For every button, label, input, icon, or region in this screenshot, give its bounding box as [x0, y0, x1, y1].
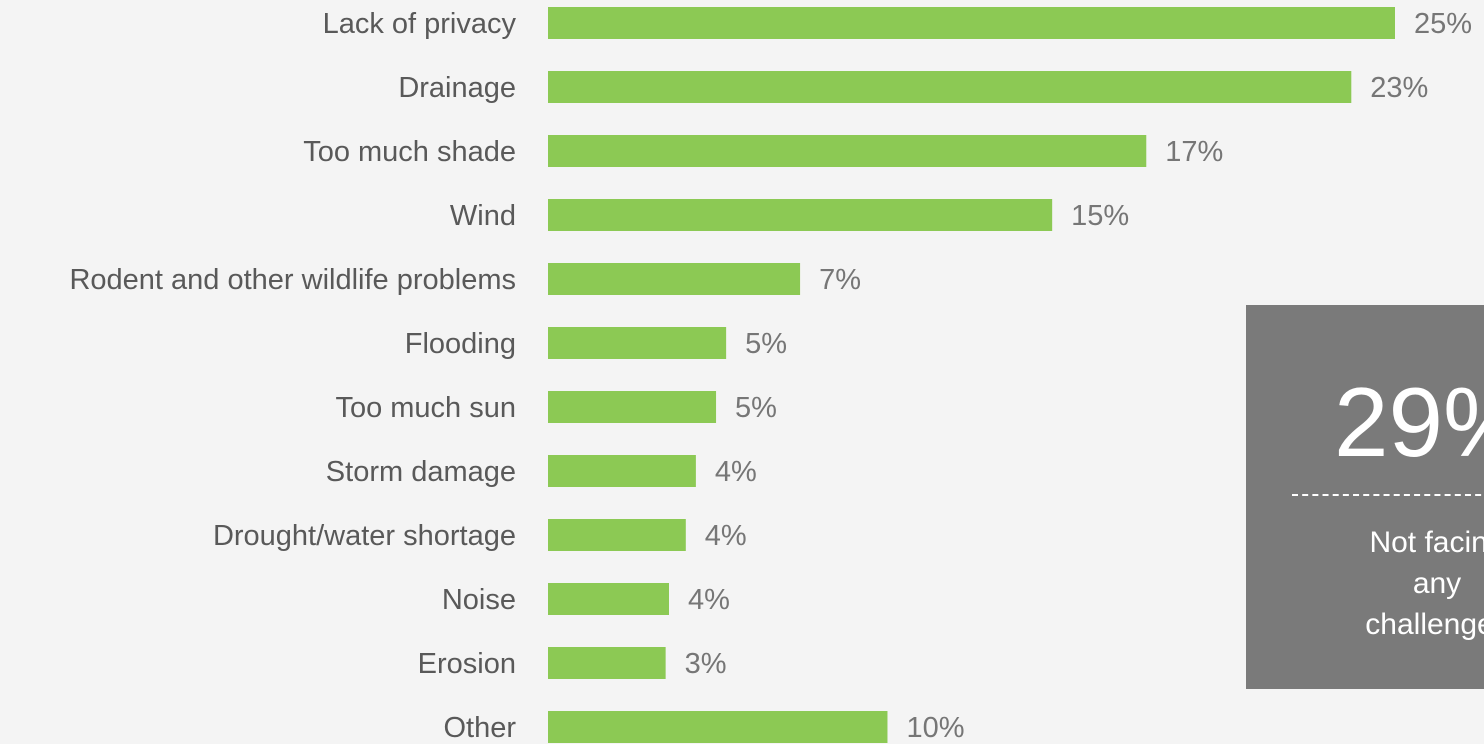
bar — [548, 327, 727, 359]
category-label: Wind — [450, 200, 516, 232]
bar — [548, 583, 669, 615]
data-label: 17% — [1165, 136, 1223, 168]
bar — [548, 135, 1147, 167]
category-label: Flooding — [405, 328, 516, 360]
data-label: 3% — [685, 648, 727, 680]
category-label: Other — [443, 712, 516, 744]
bar — [548, 711, 888, 743]
bar — [548, 71, 1352, 103]
bar — [548, 647, 666, 679]
category-label: Rodent and other wildlife problems — [69, 264, 516, 296]
bar — [548, 7, 1395, 39]
data-label: 10% — [906, 712, 964, 744]
data-label: 15% — [1071, 200, 1129, 232]
category-label: Erosion — [418, 648, 516, 680]
category-label: Too much shade — [303, 136, 516, 168]
data-label: 5% — [745, 328, 787, 360]
bar — [548, 455, 696, 487]
data-label: 7% — [819, 264, 861, 296]
bar — [548, 519, 686, 551]
bar — [548, 263, 801, 295]
bar — [548, 391, 717, 423]
callout-box: 29% Not facing any challenges — [1246, 305, 1484, 689]
data-label: 25% — [1414, 8, 1472, 40]
data-label: 4% — [715, 456, 757, 488]
category-label: Too much sun — [335, 392, 516, 424]
category-label: Drought/water shortage — [213, 520, 516, 552]
category-label: Storm damage — [326, 456, 516, 488]
category-label: Noise — [442, 584, 516, 616]
category-label: Drainage — [398, 72, 516, 104]
data-label: 4% — [705, 520, 747, 552]
callout-value: 29% — [1334, 367, 1484, 477]
bar — [548, 199, 1053, 231]
callout-text: Not facing any challenges — [1365, 526, 1484, 641]
data-label: 5% — [735, 392, 777, 424]
data-label: 4% — [688, 584, 730, 616]
category-label: Lack of privacy — [323, 8, 517, 40]
data-label: 23% — [1370, 72, 1428, 104]
callout-divider — [1292, 494, 1484, 496]
